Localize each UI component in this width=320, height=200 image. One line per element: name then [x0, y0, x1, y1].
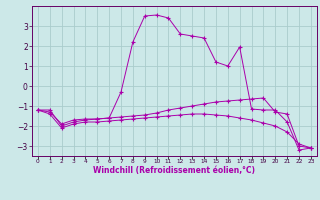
X-axis label: Windchill (Refroidissement éolien,°C): Windchill (Refroidissement éolien,°C)	[93, 166, 255, 175]
